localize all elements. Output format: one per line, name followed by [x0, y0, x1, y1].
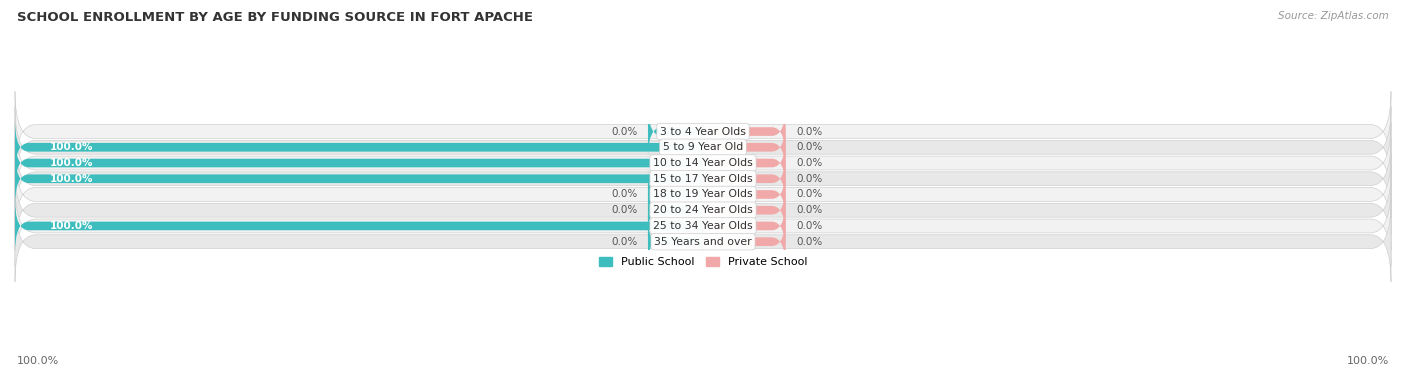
Text: 0.0%: 0.0% [796, 205, 823, 215]
FancyBboxPatch shape [703, 215, 786, 269]
Text: 100.0%: 100.0% [49, 221, 93, 231]
FancyBboxPatch shape [15, 185, 1391, 266]
Text: 0.0%: 0.0% [612, 190, 638, 199]
FancyBboxPatch shape [15, 199, 703, 253]
Text: 25 to 34 Year Olds: 25 to 34 Year Olds [654, 221, 752, 231]
FancyBboxPatch shape [703, 183, 786, 238]
Text: 20 to 24 Year Olds: 20 to 24 Year Olds [654, 205, 752, 215]
FancyBboxPatch shape [15, 138, 1391, 219]
FancyBboxPatch shape [703, 104, 786, 159]
Text: 5 to 9 Year Old: 5 to 9 Year Old [662, 142, 744, 152]
Text: 100.0%: 100.0% [49, 158, 93, 168]
Text: 0.0%: 0.0% [796, 158, 823, 168]
FancyBboxPatch shape [648, 183, 703, 238]
FancyBboxPatch shape [648, 167, 703, 222]
FancyBboxPatch shape [15, 120, 703, 175]
Text: 0.0%: 0.0% [612, 127, 638, 136]
FancyBboxPatch shape [703, 136, 786, 190]
FancyBboxPatch shape [15, 170, 1391, 250]
Text: 100.0%: 100.0% [49, 174, 93, 184]
FancyBboxPatch shape [703, 120, 786, 175]
Text: 0.0%: 0.0% [796, 237, 823, 247]
Text: 0.0%: 0.0% [612, 205, 638, 215]
FancyBboxPatch shape [15, 201, 1391, 282]
FancyBboxPatch shape [703, 199, 786, 253]
Text: 0.0%: 0.0% [612, 237, 638, 247]
FancyBboxPatch shape [648, 215, 703, 269]
FancyBboxPatch shape [15, 154, 1391, 235]
FancyBboxPatch shape [15, 107, 1391, 188]
Text: 100.0%: 100.0% [1347, 356, 1389, 366]
Text: 0.0%: 0.0% [796, 221, 823, 231]
Legend: Public School, Private School: Public School, Private School [595, 252, 811, 272]
FancyBboxPatch shape [15, 152, 703, 206]
FancyBboxPatch shape [703, 152, 786, 206]
Text: Source: ZipAtlas.com: Source: ZipAtlas.com [1278, 11, 1389, 21]
FancyBboxPatch shape [15, 136, 703, 190]
Text: 18 to 19 Year Olds: 18 to 19 Year Olds [654, 190, 752, 199]
Text: 0.0%: 0.0% [796, 127, 823, 136]
Text: SCHOOL ENROLLMENT BY AGE BY FUNDING SOURCE IN FORT APACHE: SCHOOL ENROLLMENT BY AGE BY FUNDING SOUR… [17, 11, 533, 24]
Text: 35 Years and over: 35 Years and over [654, 237, 752, 247]
Text: 3 to 4 Year Olds: 3 to 4 Year Olds [659, 127, 747, 136]
Text: 0.0%: 0.0% [796, 174, 823, 184]
FancyBboxPatch shape [15, 91, 1391, 172]
Text: 100.0%: 100.0% [49, 142, 93, 152]
Text: 0.0%: 0.0% [796, 190, 823, 199]
FancyBboxPatch shape [15, 123, 1391, 203]
Text: 100.0%: 100.0% [17, 356, 59, 366]
Text: 0.0%: 0.0% [796, 142, 823, 152]
Text: 15 to 17 Year Olds: 15 to 17 Year Olds [654, 174, 752, 184]
Text: 10 to 14 Year Olds: 10 to 14 Year Olds [654, 158, 752, 168]
FancyBboxPatch shape [648, 104, 703, 159]
FancyBboxPatch shape [703, 167, 786, 222]
